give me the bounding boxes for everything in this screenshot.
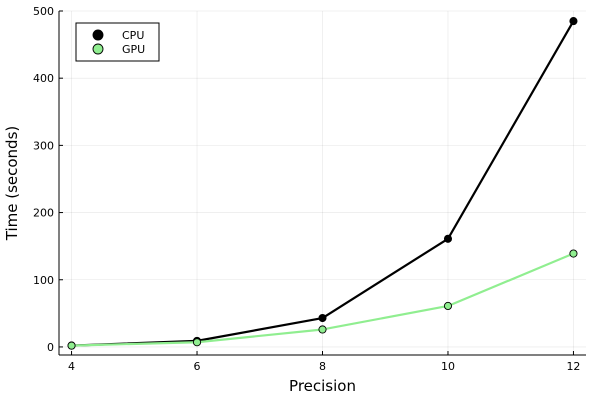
data-point-cpu [443, 234, 453, 243]
y-tick-label: 0 [47, 341, 54, 354]
x-axis-title: Precision [289, 377, 356, 395]
series [67, 17, 578, 350]
x-tick-label: 12 [566, 360, 580, 373]
data-point-gpu [569, 249, 578, 258]
x-tick-label: 4 [68, 360, 75, 373]
y-tick-label: 200 [33, 207, 54, 220]
x-ticks: 4 6 8 10 12 [68, 351, 580, 373]
y-tick-label: 100 [33, 274, 54, 287]
y-tick-label: 500 [33, 5, 54, 18]
data-point-gpu [443, 301, 453, 311]
data-point-cpu [318, 313, 327, 323]
legend-marker-gpu [92, 43, 104, 55]
y-tick-label: 400 [33, 72, 54, 85]
y-tick-label: 300 [33, 139, 54, 152]
data-point-cpu [569, 17, 578, 26]
legend-item-gpu: GPU [92, 43, 145, 56]
legend-item-cpu: CPU [92, 29, 144, 42]
x-tick-label: 10 [441, 360, 455, 373]
grid [59, 10, 586, 355]
x-tick-label: 8 [319, 360, 326, 373]
y-ticks: 0 100 200 300 400 500 [33, 5, 63, 354]
x-tick-label: 6 [194, 360, 201, 373]
data-point-gpu [67, 341, 76, 350]
y-axis-title: Time (seconds) [3, 126, 21, 242]
legend-label-cpu: CPU [122, 29, 144, 42]
legend-label-gpu: GPU [122, 43, 145, 56]
series-gpu [67, 249, 578, 350]
legend-box [75, 22, 160, 62]
data-point-gpu [192, 338, 202, 347]
legend-marker-cpu [92, 29, 104, 41]
data-point-gpu [318, 325, 327, 334]
